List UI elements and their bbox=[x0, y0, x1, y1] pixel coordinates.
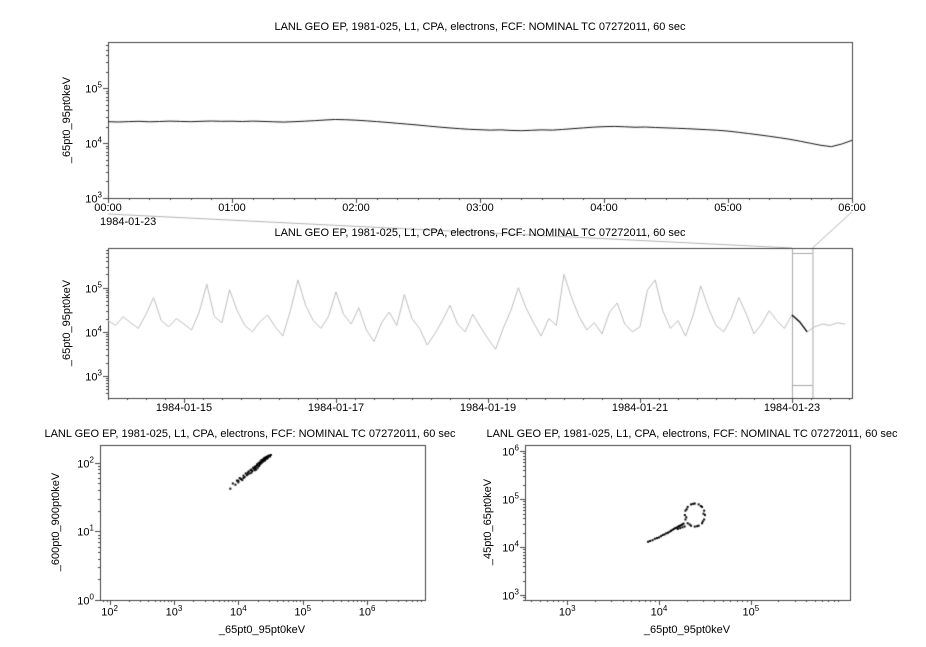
x-tick-label: 1984-01-21 bbox=[611, 402, 669, 414]
y-tick-label: 103 bbox=[502, 587, 519, 603]
x-tick-label: 00:00 bbox=[94, 202, 122, 214]
panel1-title: LANL GEO EP, 1981-025, L1, CPA, electron… bbox=[274, 21, 686, 33]
x-tick-label: 104 bbox=[230, 604, 247, 619]
panel2-ylabel: _65pt0_95pt0keV bbox=[61, 279, 73, 367]
y-tick-label: 104 bbox=[85, 324, 102, 340]
x-tick-label: 05:00 bbox=[714, 202, 742, 214]
y-tick-label: 105 bbox=[502, 491, 519, 507]
x-tick-label: 03:00 bbox=[466, 202, 494, 214]
x-tick-label: 1984-01-23 bbox=[763, 402, 821, 414]
x-tick-label: 04:00 bbox=[590, 202, 618, 214]
y-tick-label: 101 bbox=[77, 524, 94, 539]
y-tick-label: 100 bbox=[77, 592, 94, 608]
y-tick-label: 106 bbox=[502, 443, 519, 459]
x-tick-label: 103 bbox=[165, 604, 183, 619]
x-tick-label: 105 bbox=[742, 604, 760, 619]
panel3-xlabel: _65pt0_95pt0keV bbox=[218, 624, 306, 636]
panel3-ylabel: _600pt0_900pt0keV bbox=[50, 472, 62, 572]
x-tick-label: 1984-01-15 bbox=[155, 402, 213, 414]
y-tick-label: 102 bbox=[77, 455, 94, 471]
y-tick-label: 103 bbox=[85, 368, 102, 384]
x-tick-label: 01:00 bbox=[218, 202, 246, 214]
x-tick-label: 02:00 bbox=[342, 202, 370, 214]
panel1-date-context-label: 1984-01-23 bbox=[100, 216, 157, 228]
panel4-title: LANL GEO EP, 1981-025, L1, CPA, electron… bbox=[486, 428, 898, 440]
x-tick-label: 103 bbox=[558, 604, 576, 619]
panel3-title: LANL GEO EP, 1981-025, L1, CPA, electron… bbox=[44, 428, 456, 440]
y-tick-label: 104 bbox=[502, 539, 519, 555]
x-tick-label: 105 bbox=[294, 604, 312, 619]
panel2-title: LANL GEO EP, 1981-025, L1, CPA, electron… bbox=[274, 227, 686, 239]
x-tick-label: 06:00 bbox=[838, 202, 866, 214]
panel4-ylabel: _45pt0_65pt0keV bbox=[482, 478, 494, 566]
x-tick-label: 1984-01-17 bbox=[307, 402, 365, 414]
x-tick-label: 102 bbox=[101, 604, 118, 619]
panel4-xlabel: _65pt0_95pt0keV bbox=[643, 624, 731, 636]
x-tick-label: 1984-01-19 bbox=[459, 402, 517, 414]
y-tick-label: 105 bbox=[85, 280, 102, 296]
panel1-ylabel: _65pt0_95pt0keV bbox=[61, 76, 73, 164]
x-tick-label: 104 bbox=[650, 604, 668, 619]
y-tick-label: 104 bbox=[85, 135, 102, 151]
x-tick-label: 106 bbox=[358, 604, 376, 619]
y-tick-label: 105 bbox=[85, 80, 102, 96]
y-tick-label: 103 bbox=[85, 190, 102, 206]
